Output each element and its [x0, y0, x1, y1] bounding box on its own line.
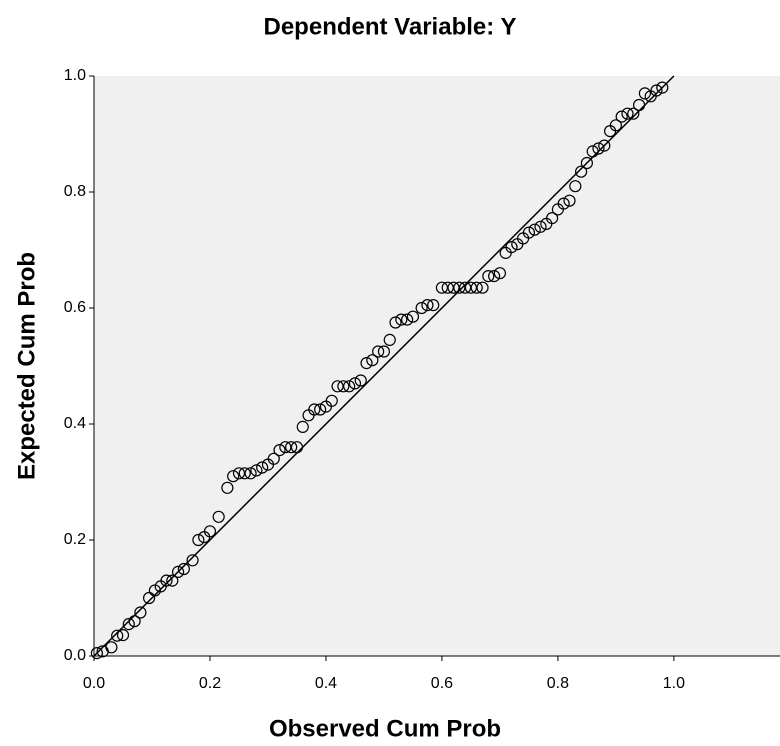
point: [377, 345, 391, 358]
point: [656, 81, 669, 94]
point: [128, 615, 141, 628]
point: [285, 441, 298, 454]
point: [395, 313, 408, 326]
x-tick-label: 1.0: [663, 675, 685, 692]
point: [348, 377, 362, 390]
point: [203, 525, 217, 538]
point: [528, 223, 541, 236]
point: [221, 481, 234, 494]
x-tick-label: 0.2: [199, 675, 221, 692]
point: [354, 374, 367, 387]
point: [105, 641, 118, 654]
point: [493, 267, 507, 280]
point: [267, 452, 280, 465]
point: [116, 629, 130, 642]
point: [366, 354, 379, 367]
point: [598, 139, 611, 152]
point: [142, 591, 156, 605]
point: [575, 165, 588, 178]
point: [256, 461, 269, 474]
x-tick-label: 0.4: [315, 675, 337, 692]
point: [325, 394, 338, 407]
point: [238, 467, 251, 480]
x-tick-label: 0.0: [83, 675, 105, 692]
point: [557, 197, 570, 210]
point: [389, 316, 402, 329]
point: [632, 98, 646, 112]
point: [580, 156, 593, 170]
point: [343, 380, 356, 393]
point: [160, 574, 173, 587]
point: [505, 241, 518, 254]
y-tick-label: 0.2: [64, 531, 86, 548]
point: [563, 194, 576, 207]
point: [522, 226, 536, 239]
point: [476, 281, 489, 294]
y-tick-label: 1.0: [64, 67, 86, 84]
x-axis-label: Observed Cum Prob: [269, 715, 501, 742]
point: [427, 299, 440, 312]
chart-title: Dependent Variable: Y: [264, 13, 517, 40]
point: [401, 313, 414, 326]
point: [212, 510, 225, 523]
point: [650, 84, 663, 97]
point: [227, 470, 240, 483]
plot-background: [94, 76, 780, 656]
point: [244, 467, 257, 480]
point: [290, 441, 304, 454]
point: [122, 617, 135, 631]
y-tick-label: 0.8: [64, 183, 86, 200]
point: [296, 420, 309, 433]
point: [415, 301, 428, 315]
point: [546, 212, 559, 225]
point: [90, 646, 103, 660]
point: [621, 107, 634, 120]
point: [134, 606, 147, 619]
point: [186, 554, 199, 567]
point: [383, 333, 396, 346]
y-tick-label: 0.6: [64, 299, 86, 316]
point: [360, 357, 373, 370]
point: [273, 444, 286, 457]
point: [192, 533, 205, 547]
point: [314, 403, 327, 416]
point: [534, 220, 547, 233]
point: [250, 464, 263, 477]
point: [482, 270, 495, 283]
point: [488, 270, 501, 283]
point: [592, 142, 605, 155]
point: [111, 629, 124, 642]
point: [569, 180, 582, 193]
point: [586, 145, 599, 158]
point: [609, 119, 622, 132]
y-tick-label: 0.4: [64, 415, 86, 432]
point: [627, 107, 640, 120]
point: [337, 380, 350, 393]
y-tick-label: 0.0: [64, 647, 86, 664]
reference-line: [93, 75, 675, 657]
x-tick-label: 0.8: [547, 675, 569, 692]
point: [166, 574, 179, 587]
x-tick-label: 0.6: [431, 675, 453, 692]
point: [177, 562, 190, 576]
point: [470, 281, 483, 294]
y-axis-label: Expected Cum Prob: [13, 252, 40, 480]
point: [372, 345, 385, 358]
point: [406, 310, 420, 323]
point: [308, 403, 321, 416]
point: [638, 87, 651, 100]
point: [171, 565, 185, 579]
point: [421, 299, 434, 312]
point: [615, 110, 628, 123]
